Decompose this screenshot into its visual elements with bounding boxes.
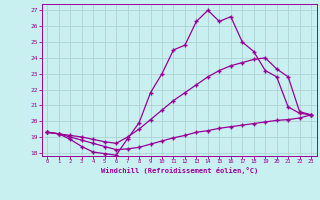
- X-axis label: Windchill (Refroidissement éolien,°C): Windchill (Refroidissement éolien,°C): [100, 167, 258, 174]
